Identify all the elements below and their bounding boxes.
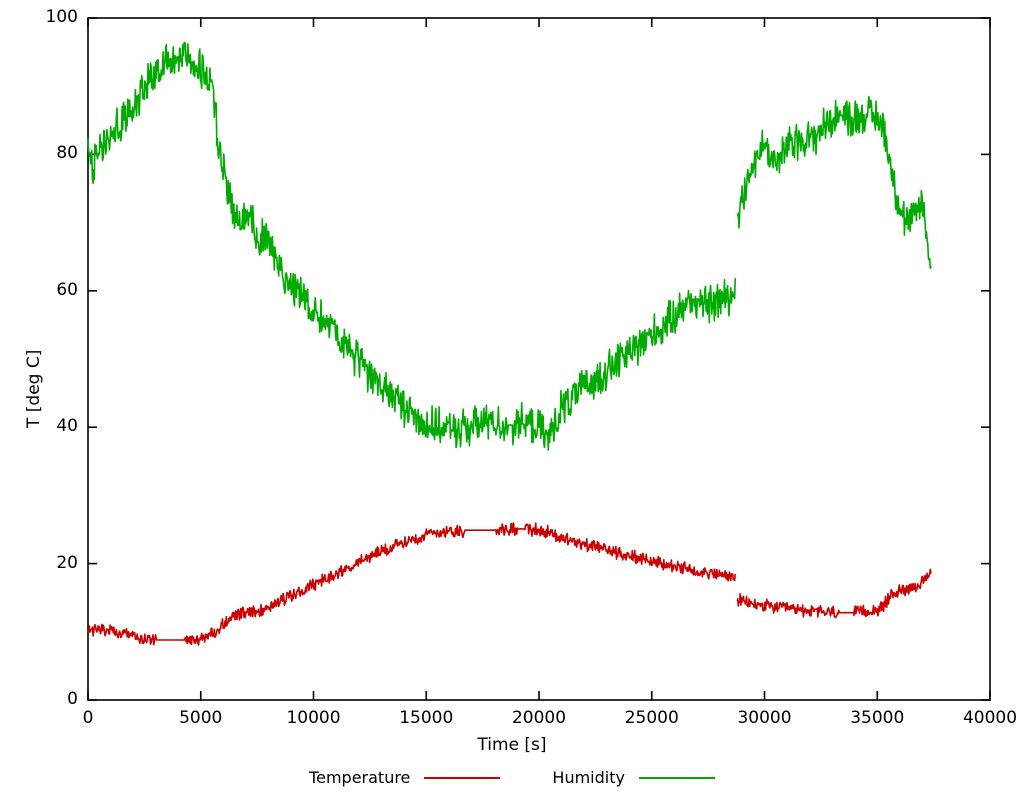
y-tick-label: 0 — [67, 689, 78, 709]
legend-line-swatch — [424, 776, 501, 779]
x-tick-label: 40000 — [962, 708, 1018, 728]
y-tick-label: 40 — [56, 416, 78, 437]
x-tick-label: 0 — [82, 708, 94, 728]
y-tick-label: 60 — [56, 279, 78, 300]
x-tick-label: 20000 — [511, 708, 567, 728]
y-axis-title: T [deg C] — [2, 290, 44, 430]
x-tick-label: 25000 — [624, 708, 679, 728]
x-tick-label: 35000 — [850, 708, 905, 728]
y-tick-label: 20 — [56, 552, 78, 573]
legend-label: Humidity — [552, 768, 625, 787]
axes-frame — [87, 17, 991, 701]
legend-entry-temperature[interactable]: Temperature — [309, 768, 501, 787]
x-tick-label: 15000 — [399, 708, 454, 728]
legend-label: Temperature — [309, 768, 411, 787]
axis-ticks — [87, 17, 991, 701]
y-axis-title-text: T [deg C] — [24, 349, 44, 428]
x-tick-label: 10000 — [286, 708, 341, 728]
chart-legend: Temperature Humidity — [0, 768, 1024, 787]
series-humidity — [87, 41, 932, 451]
y-tick-label: 80 — [56, 143, 78, 164]
legend-entry-humidity[interactable]: Humidity — [552, 768, 715, 787]
x-axis-title: Time [s] — [477, 735, 547, 755]
x-tick-label: 30000 — [737, 708, 792, 728]
data-series-group — [87, 41, 932, 646]
y-tick-label: 100 — [45, 7, 78, 27]
series-temperature — [87, 522, 932, 646]
x-tick-label: 5000 — [179, 708, 223, 728]
legend-line-swatch — [638, 776, 715, 779]
